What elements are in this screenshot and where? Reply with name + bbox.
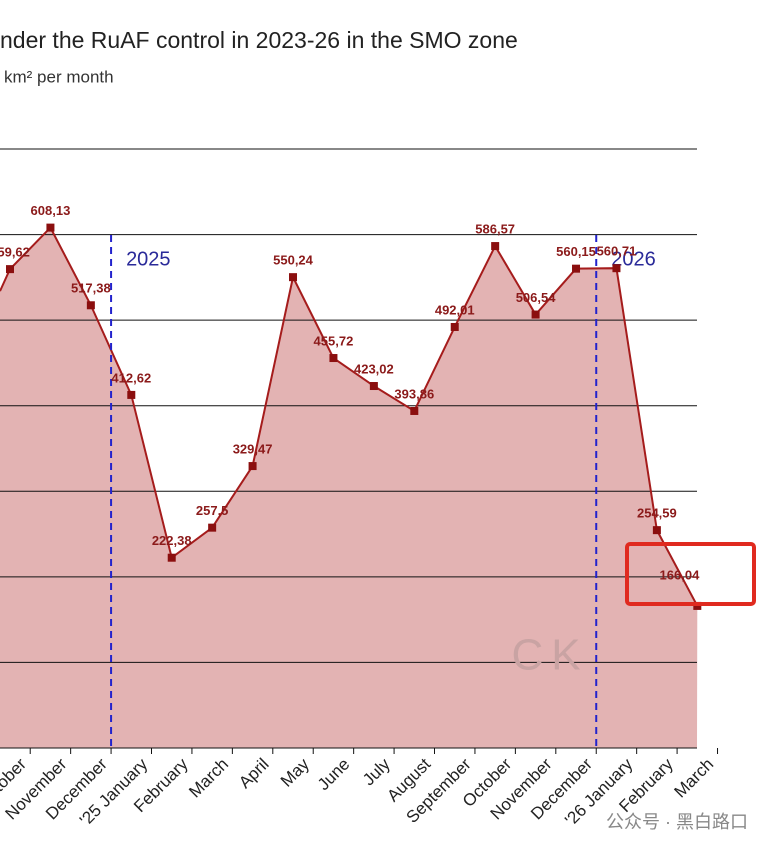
- value-label: 257,5: [196, 503, 229, 518]
- value-label: 254,59: [637, 506, 677, 521]
- value-label: 423,02: [354, 361, 394, 376]
- point: [572, 264, 581, 273]
- watermark: CK: [511, 631, 588, 680]
- x-tick-label: May: [277, 754, 313, 790]
- value-label: 586,57: [475, 222, 515, 237]
- point: [208, 523, 217, 532]
- value-label: 166,04: [660, 567, 701, 582]
- point: [531, 310, 540, 319]
- point: [612, 264, 621, 273]
- value-label: 329,47: [233, 442, 273, 457]
- point: [86, 301, 95, 310]
- year-label: 2025: [126, 248, 171, 270]
- x-tick-label: April: [235, 755, 272, 792]
- chart-title: nder the RuAF control in 2023-26 in the …: [0, 27, 518, 53]
- x-tick-label: March: [185, 755, 232, 802]
- year-label: 2026: [611, 248, 656, 270]
- point: [6, 265, 14, 274]
- value-label: 506,54: [516, 290, 557, 305]
- point: [127, 390, 136, 399]
- highlight-box: [625, 542, 756, 606]
- area: [0, 227, 698, 748]
- value-label: 560,71: [597, 244, 637, 259]
- x-tick-label: July: [359, 754, 394, 789]
- point: [167, 553, 176, 562]
- value-label: 550,24: [273, 253, 314, 268]
- value-label: 608,13: [31, 203, 71, 218]
- point: [248, 462, 257, 471]
- point: [46, 223, 55, 232]
- value-label: 517,38: [71, 281, 111, 296]
- x-tick-label: June: [314, 755, 354, 795]
- value-label: 559,62: [0, 245, 30, 260]
- value-label: 412,62: [111, 370, 151, 385]
- point: [369, 382, 378, 391]
- value-label: 222,38: [152, 533, 192, 548]
- value-label: 492,01: [435, 302, 475, 317]
- point: [491, 242, 500, 251]
- value-label: 455,72: [314, 333, 354, 348]
- watermark: 公众号 · 黑白路口: [606, 812, 748, 832]
- x-tick-label: March: [670, 755, 717, 802]
- point: [652, 526, 661, 535]
- chart-subtitle: km² per month: [4, 67, 114, 86]
- point: [289, 273, 298, 282]
- point: [450, 322, 459, 331]
- point: [329, 354, 338, 363]
- value-label: 393,86: [394, 386, 434, 401]
- value-label: 560,15: [556, 244, 596, 259]
- point: [410, 406, 419, 415]
